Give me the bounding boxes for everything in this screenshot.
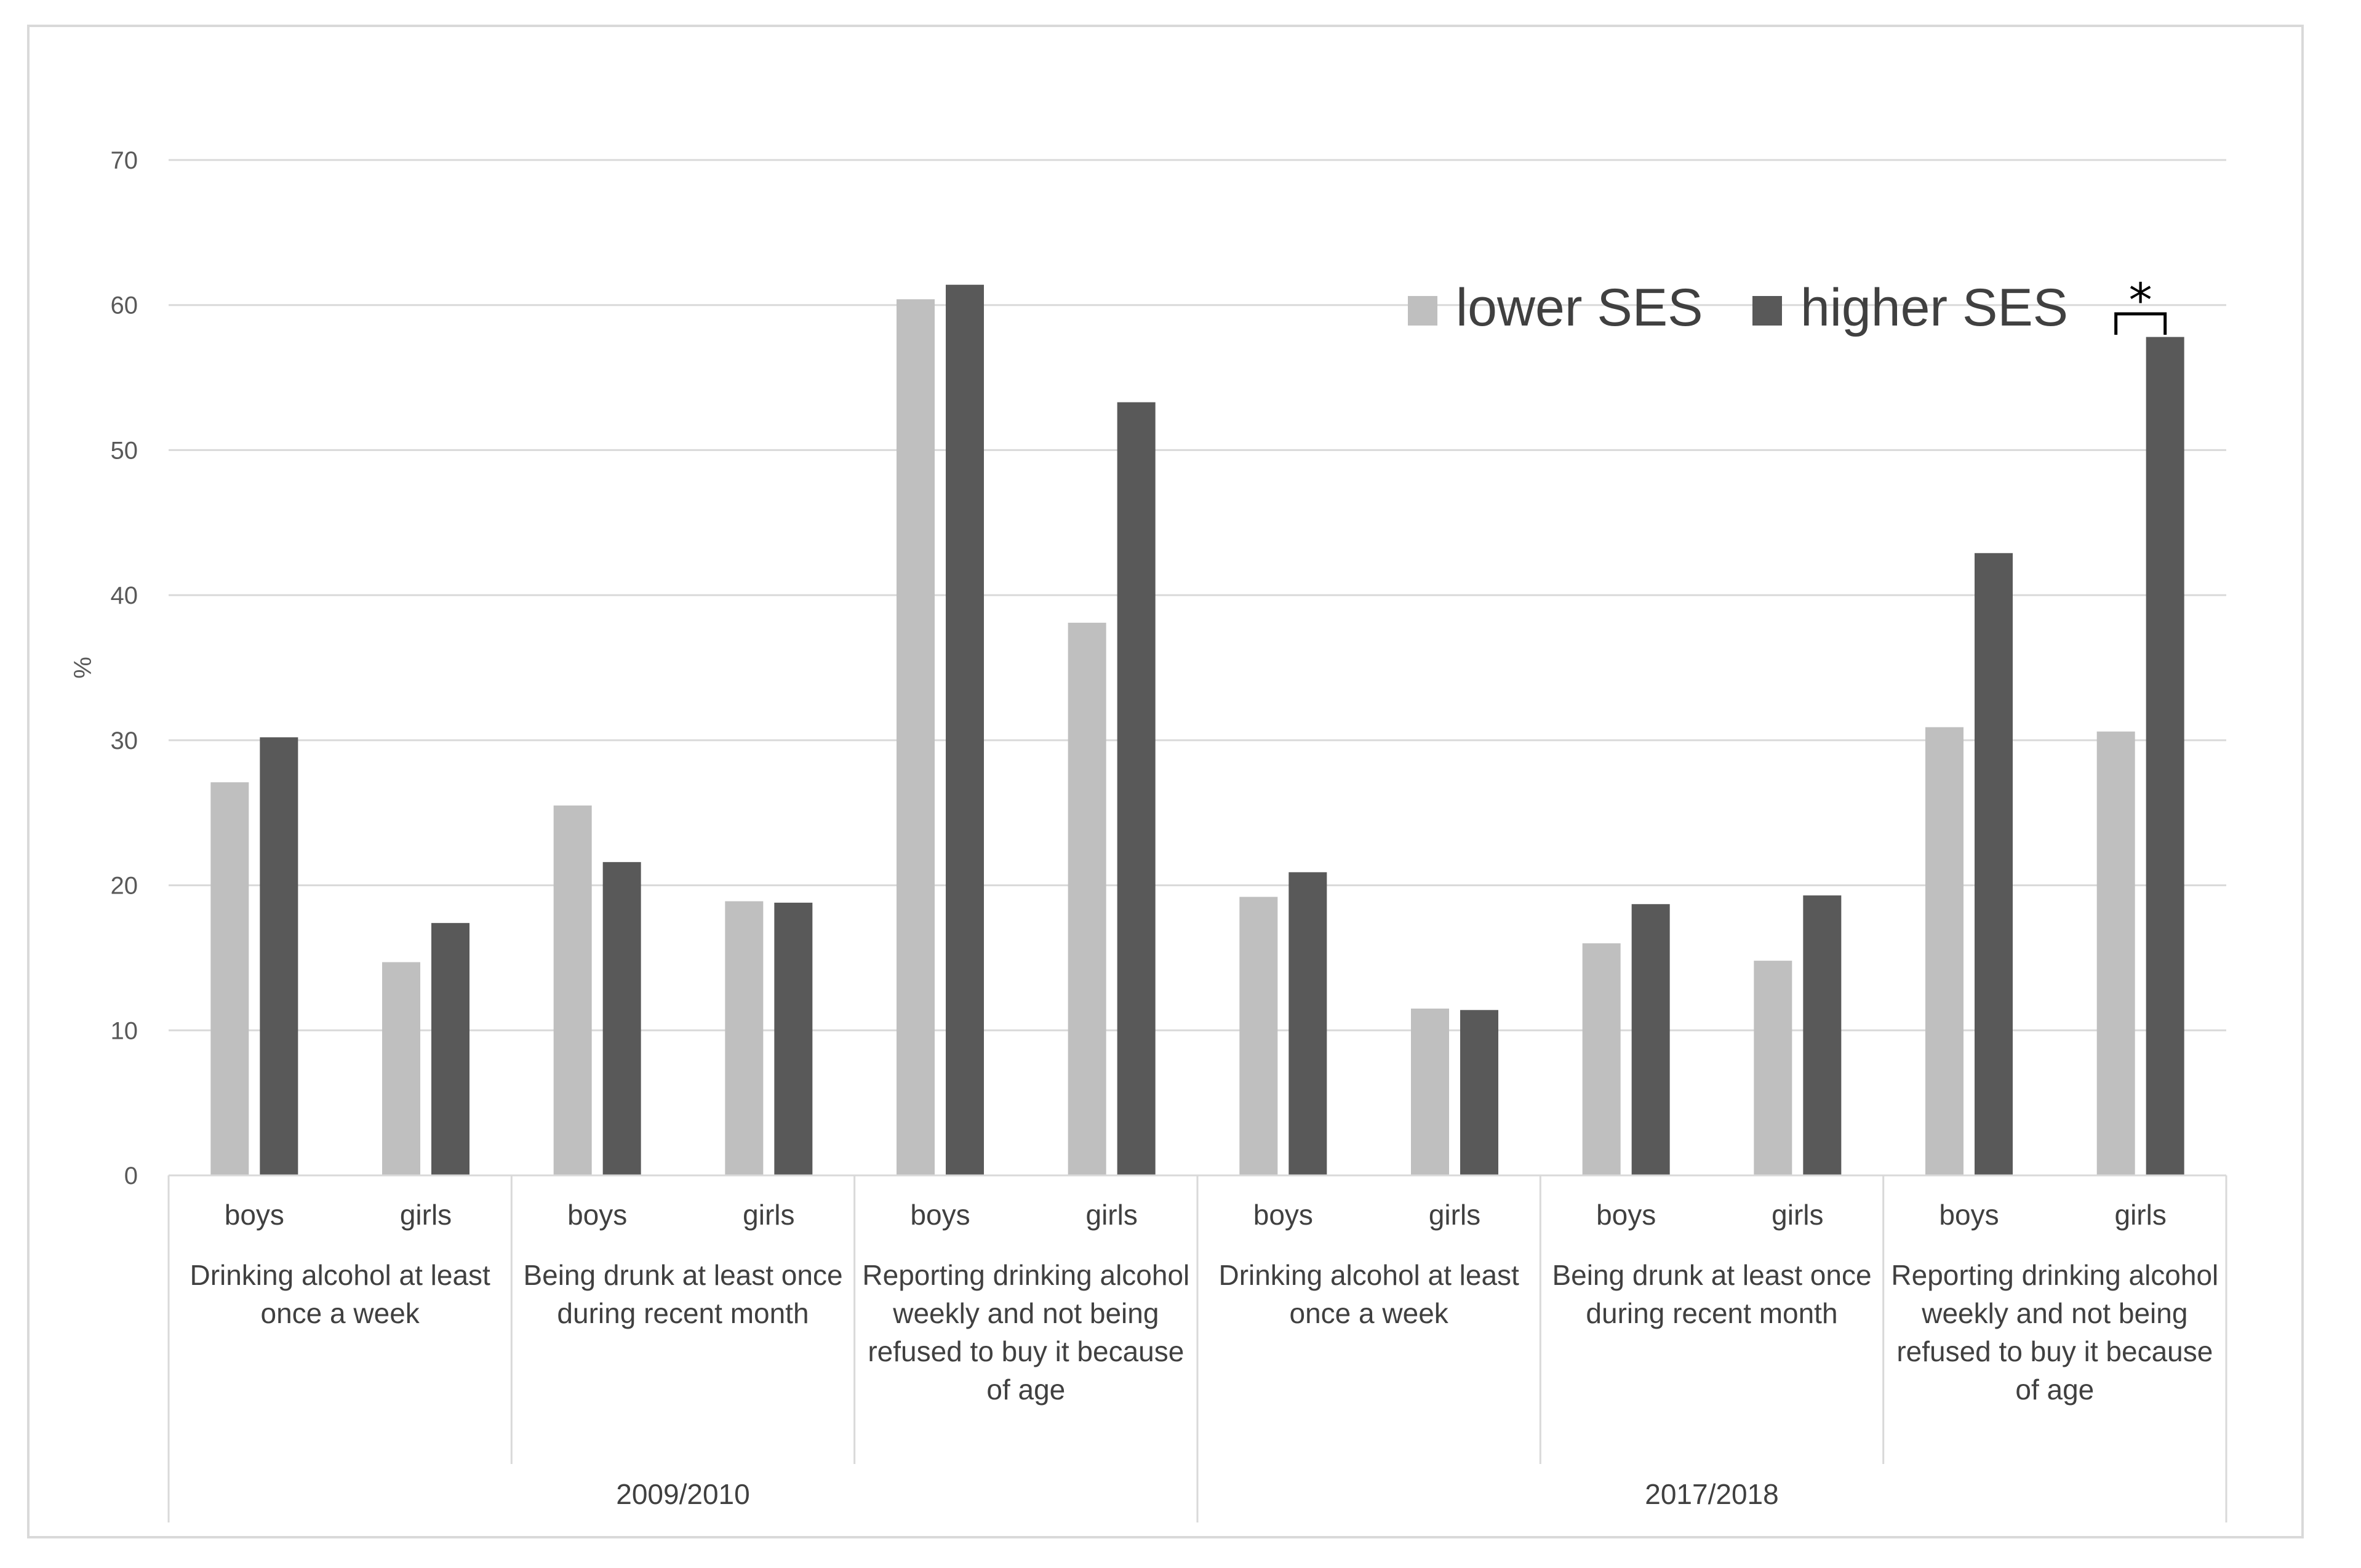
- bar-lower-ses: [725, 901, 764, 1175]
- chart-frame: 0 10 20 30 40 50 60 70% boys girls boys girls boys gi…: [27, 25, 2304, 1538]
- category-label: boys: [567, 1199, 627, 1231]
- indicator-label: refused to buy it because: [1896, 1335, 2213, 1367]
- category-label: boys: [1596, 1199, 1656, 1231]
- bar-higher-ses: [260, 737, 298, 1175]
- category-label: boys: [1939, 1199, 1999, 1231]
- bar-higher-ses: [1117, 402, 1156, 1176]
- bar-lower-ses: [1239, 897, 1278, 1175]
- indicator-label: of age: [986, 1374, 1065, 1406]
- bar-higher-ses: [1803, 895, 1842, 1175]
- indicator-label: Drinking alcohol at least: [190, 1259, 490, 1291]
- category-label: girls: [743, 1199, 794, 1231]
- y-tick-label: 40: [111, 582, 138, 609]
- indicator-label: Reporting drinking alcohol: [862, 1259, 1189, 1291]
- y-tick-label: 70: [111, 147, 138, 174]
- significance-star: *: [2129, 273, 2152, 327]
- bar-higher-ses: [946, 284, 984, 1175]
- y-axis-label: %: [70, 657, 97, 679]
- bar-higher-ses: [1631, 904, 1670, 1175]
- bar-chart: 0 10 20 30 40 50 60 70% boys girls boys girls boys gi…: [70, 147, 2227, 1522]
- legend-label-higher-ses: higher SES: [1800, 278, 2068, 337]
- bar-lower-ses: [210, 782, 249, 1175]
- category-label: girls: [1085, 1199, 1137, 1231]
- indicator-label: during recent month: [1586, 1297, 1837, 1329]
- category-label: girls: [1772, 1199, 1823, 1231]
- indicator-label: weekly and not being: [892, 1297, 1159, 1329]
- bar-lower-ses: [553, 805, 592, 1175]
- legend-swatch-lower-ses: [1408, 296, 1437, 326]
- category-label: girls: [1429, 1199, 1480, 1231]
- bar-lower-ses: [897, 299, 935, 1176]
- indicator-label: Drinking alcohol at least: [1218, 1259, 1519, 1291]
- y-tick-label: 0: [124, 1162, 138, 1190]
- legend-label-lower-ses: lower SES: [1456, 278, 1703, 337]
- indicator-label: of age: [2015, 1374, 2094, 1406]
- indicator-label: Reporting drinking alcohol: [1891, 1259, 2218, 1291]
- bar-lower-ses: [382, 962, 420, 1175]
- bar-lower-ses: [1582, 943, 1621, 1175]
- bar-lower-ses: [1411, 1008, 1449, 1175]
- indicator-label: Being drunk at least once: [523, 1259, 842, 1291]
- category-label: girls: [400, 1199, 452, 1231]
- indicator-label: Being drunk at least once: [1552, 1259, 1871, 1291]
- bar-lower-ses: [2096, 731, 2135, 1175]
- bar-lower-ses: [1068, 622, 1106, 1175]
- y-tick-label: 60: [111, 292, 138, 319]
- bar-higher-ses: [1975, 553, 2013, 1175]
- bar-higher-ses: [602, 862, 641, 1175]
- bar-higher-ses: [1460, 1010, 1498, 1175]
- period-label: 2017/2018: [1645, 1478, 1778, 1510]
- y-tick-label: 10: [111, 1017, 138, 1044]
- period-label: 2009/2010: [616, 1478, 749, 1510]
- y-tick-label: 20: [111, 873, 138, 900]
- indicator-label: once a week: [261, 1297, 420, 1329]
- significance-bracket: [2114, 312, 2167, 335]
- indicator-label: weekly and not being: [1921, 1297, 2187, 1329]
- indicator-label: during recent month: [557, 1297, 809, 1329]
- legend-swatch-higher-ses: [1752, 296, 1782, 326]
- indicator-label: once a week: [1290, 1297, 1449, 1329]
- bar-lower-ses: [1925, 727, 1964, 1175]
- y-tick-label: 50: [111, 437, 138, 464]
- bar-higher-ses: [431, 922, 469, 1175]
- category-label: boys: [225, 1199, 284, 1231]
- category-label: boys: [910, 1199, 970, 1231]
- category-label: boys: [1253, 1199, 1313, 1231]
- category-label: girls: [2114, 1199, 2166, 1231]
- indicator-label: refused to buy it because: [868, 1335, 1184, 1367]
- bar-higher-ses: [1288, 872, 1327, 1175]
- bar-higher-ses: [2146, 337, 2184, 1175]
- bar-higher-ses: [774, 902, 813, 1175]
- y-tick-label: 30: [111, 727, 138, 754]
- bar-lower-ses: [1754, 961, 1792, 1175]
